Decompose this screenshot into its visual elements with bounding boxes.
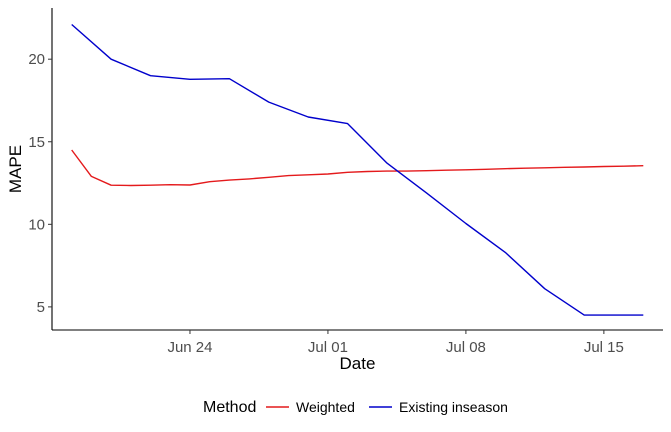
legend-label: Weighted bbox=[296, 399, 355, 415]
series-line-weighted bbox=[71, 149, 644, 187]
y-tick-label: 10 bbox=[28, 216, 45, 233]
legend-title: Method bbox=[203, 399, 256, 416]
legend: Method Weighted Existing inseason bbox=[203, 399, 508, 416]
y-tick-label: 20 bbox=[28, 51, 45, 68]
x-tick-label: Jul 01 bbox=[308, 339, 348, 356]
y-tick-label: 15 bbox=[28, 134, 45, 151]
series-lines bbox=[71, 23, 644, 316]
x-tick-label: Jul 15 bbox=[584, 339, 624, 356]
y-axis-title: MAPE bbox=[6, 145, 25, 193]
x-axis-ticks: Jun 24 Jul 01 Jul 08 Jul 15 bbox=[167, 330, 624, 356]
y-axis-ticks: 5 10 15 20 bbox=[28, 51, 52, 316]
y-tick-label: 5 bbox=[37, 299, 45, 316]
series-line-existing-inseason bbox=[71, 23, 644, 316]
legend-label: Existing inseason bbox=[399, 399, 508, 415]
x-tick-label: Jun 24 bbox=[167, 339, 212, 356]
x-axis-title: Date bbox=[340, 354, 376, 373]
x-tick-label: Jul 08 bbox=[446, 339, 486, 356]
